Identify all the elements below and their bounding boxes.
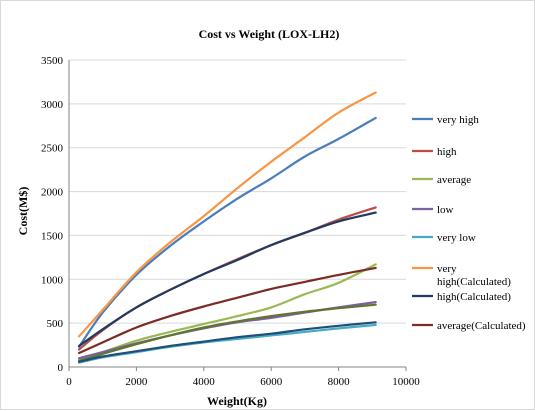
chart-title: Cost vs Weight (LOX-LH2) bbox=[199, 27, 340, 41]
series-line-8 bbox=[78, 266, 377, 355]
legend-label: average bbox=[437, 174, 471, 186]
series-line-6 bbox=[78, 91, 377, 338]
y-tick-label: 0 bbox=[58, 362, 64, 374]
legend-label: high(Calculated) bbox=[437, 291, 511, 303]
legend-label: very high bbox=[437, 114, 479, 126]
series-line-7 bbox=[78, 211, 377, 347]
series-line-9 bbox=[78, 303, 377, 362]
y-axis-title: Cost(M$) bbox=[16, 187, 30, 236]
series-line-10 bbox=[78, 321, 377, 363]
y-tick-label: 3000 bbox=[41, 99, 64, 111]
axes: 0 500 1000 1500 2000 2500 3000 3500 0 2000 4000 600… bbox=[41, 55, 420, 388]
y-tick-label: 2500 bbox=[41, 143, 64, 155]
legend-label: very high(Calculated) bbox=[437, 263, 511, 288]
x-tick-label: 8000 bbox=[328, 376, 351, 388]
y-tick-label: 500 bbox=[47, 318, 64, 330]
series-lines bbox=[78, 91, 377, 364]
x-tick-label: 4000 bbox=[193, 376, 216, 388]
legend-label: average(Calculated) bbox=[437, 320, 526, 332]
legend-label: very low bbox=[437, 232, 476, 244]
series-line-3 bbox=[78, 263, 377, 361]
y-tick-label: 3500 bbox=[41, 55, 64, 67]
gridlines bbox=[69, 59, 406, 324]
x-tick-label: 6000 bbox=[260, 376, 283, 388]
x-tick-label: 10000 bbox=[392, 376, 420, 388]
legend-label: low bbox=[437, 204, 454, 216]
x-tick-label: 2000 bbox=[125, 376, 148, 388]
legend: very high high average low very low very high(… bbox=[412, 114, 526, 332]
y-tick-label: 2000 bbox=[41, 187, 64, 199]
x-axis-title: Weight(Kg) bbox=[207, 394, 267, 408]
y-tick-label: 1500 bbox=[41, 230, 64, 242]
x-tick-label: 0 bbox=[66, 376, 72, 388]
y-tick-label: 1000 bbox=[41, 274, 64, 286]
series-line-1 bbox=[78, 116, 377, 348]
legend-label: high bbox=[437, 146, 457, 158]
